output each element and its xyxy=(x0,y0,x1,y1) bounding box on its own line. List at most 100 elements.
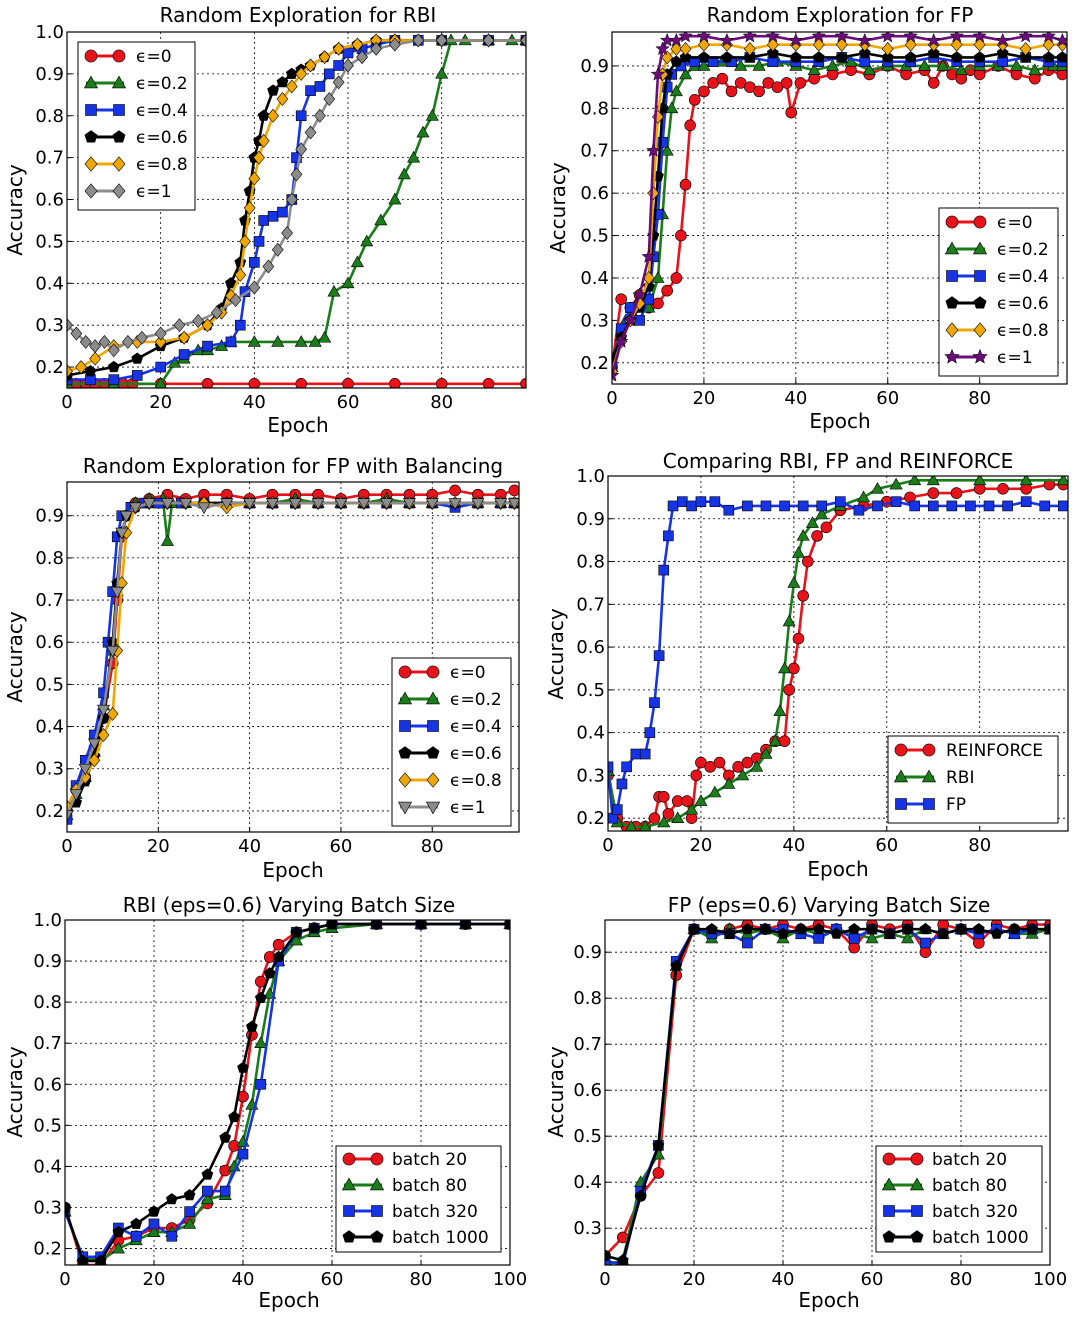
data-point xyxy=(507,498,519,510)
data-point xyxy=(663,530,674,542)
y-axis-label: Accuracy xyxy=(3,164,27,255)
legend-entry: ϵ=0.8 xyxy=(398,771,502,791)
legend-entry: ϵ=0.4 xyxy=(946,267,1049,287)
chart-panel-4: 0 20 40 60 80 0.2 0.3 0.4 0.5 0.6 0.7 0.8 0.9 1.0 Comp… xyxy=(544,449,1069,881)
data-point xyxy=(326,920,338,930)
data-point xyxy=(1042,51,1055,63)
data-point xyxy=(78,763,92,776)
data-point xyxy=(308,922,321,934)
legend-marker xyxy=(426,665,440,679)
legend-marker xyxy=(911,1205,923,1217)
legend-marker xyxy=(881,1177,897,1191)
y-axis-label: Accuracy xyxy=(3,1046,27,1137)
x-tick-label: 40 xyxy=(243,392,266,413)
legend-marker xyxy=(921,769,937,783)
chart-panel-1: 0 20 40 60 80 0.2 0.3 0.4 0.5 0.6 0.7 0.8 0.9 1.0 Rand… xyxy=(3,3,527,437)
legend-label: ϵ=0.2 xyxy=(136,74,188,94)
data-point xyxy=(785,106,798,119)
legend-label: ϵ=1 xyxy=(136,182,172,202)
data-point xyxy=(695,496,707,507)
data-point xyxy=(848,933,860,944)
y-tick-label: 0.2 xyxy=(576,808,605,829)
data-point xyxy=(290,926,303,938)
plot-frame xyxy=(64,919,511,1266)
data-point xyxy=(76,1254,89,1265)
y-tick-label: 0.5 xyxy=(580,226,609,247)
data-point xyxy=(272,938,285,951)
data-point xyxy=(811,530,823,542)
data-point xyxy=(638,819,652,831)
legend-marker xyxy=(343,1205,355,1217)
data-point xyxy=(295,378,307,388)
data-point xyxy=(183,1217,197,1229)
legend-marker xyxy=(945,296,959,309)
data-point xyxy=(482,33,495,48)
data-point xyxy=(67,810,74,822)
data-point xyxy=(736,768,750,781)
y-tick-label: 0.6 xyxy=(576,637,605,658)
legend-label: ϵ=0.8 xyxy=(450,771,502,791)
legend-marker xyxy=(944,241,960,255)
data-point xyxy=(881,51,894,63)
legend-box xyxy=(391,657,512,827)
data-point xyxy=(613,333,629,348)
legend-marker xyxy=(113,104,125,116)
data-point xyxy=(918,59,932,71)
data-point xyxy=(783,684,796,696)
chart-title: Random Exploration for FP with Balancing xyxy=(83,454,503,478)
data-point xyxy=(327,284,341,297)
data-point xyxy=(927,77,940,89)
data-point xyxy=(927,487,940,499)
data-point xyxy=(1009,59,1023,71)
chart-panel-3: 0 20 40 60 80 0.2 0.3 0.4 0.5 0.6 0.7 0.8 0.9 Random … xyxy=(3,454,520,882)
legend-marker xyxy=(882,1152,896,1166)
y-tick-label: 0.3 xyxy=(580,310,609,331)
legend-entry: batch 1000 xyxy=(882,1228,1029,1248)
chart-title: Random Exploration for RBI xyxy=(160,3,437,27)
legend-label: ϵ=0 xyxy=(997,213,1033,233)
data-point xyxy=(210,305,223,320)
data-point xyxy=(650,66,666,81)
data-point xyxy=(741,923,754,935)
legend-marker xyxy=(112,130,126,143)
data-point xyxy=(677,496,688,507)
data-point xyxy=(742,500,753,512)
data-point xyxy=(768,734,782,746)
data-point xyxy=(265,498,279,510)
data-point xyxy=(448,498,462,510)
x-tick-label: 80 xyxy=(430,392,453,413)
data-point xyxy=(688,94,701,106)
data-point xyxy=(136,330,148,345)
data-point xyxy=(304,58,317,73)
data-point xyxy=(155,361,166,373)
data-point xyxy=(311,498,325,510)
legend-marker xyxy=(112,156,126,172)
data-point xyxy=(696,32,712,43)
data-point xyxy=(608,761,614,773)
data-point xyxy=(779,500,790,512)
series-line xyxy=(67,501,515,816)
legend-marker xyxy=(945,215,959,229)
legend-label: ϵ=0.2 xyxy=(997,240,1049,260)
series-red xyxy=(612,60,1067,373)
data-point xyxy=(796,529,810,541)
data-point xyxy=(243,498,257,510)
data-point xyxy=(318,330,332,343)
data-point xyxy=(890,496,902,507)
data-point xyxy=(305,85,316,96)
data-point xyxy=(646,142,661,157)
data-point xyxy=(248,171,261,186)
data-point xyxy=(811,32,827,43)
x-tick-label: 60 xyxy=(329,836,352,857)
data-point xyxy=(166,1230,178,1242)
legend-marker xyxy=(399,720,411,732)
data-point xyxy=(794,923,807,935)
data-point xyxy=(612,367,620,382)
plot-frame xyxy=(66,31,527,389)
data-point xyxy=(686,500,697,512)
data-point xyxy=(107,360,120,373)
data-point xyxy=(858,47,871,59)
data-point xyxy=(679,178,692,191)
y-tick-label: 0.7 xyxy=(35,590,64,611)
data-point xyxy=(67,318,73,333)
